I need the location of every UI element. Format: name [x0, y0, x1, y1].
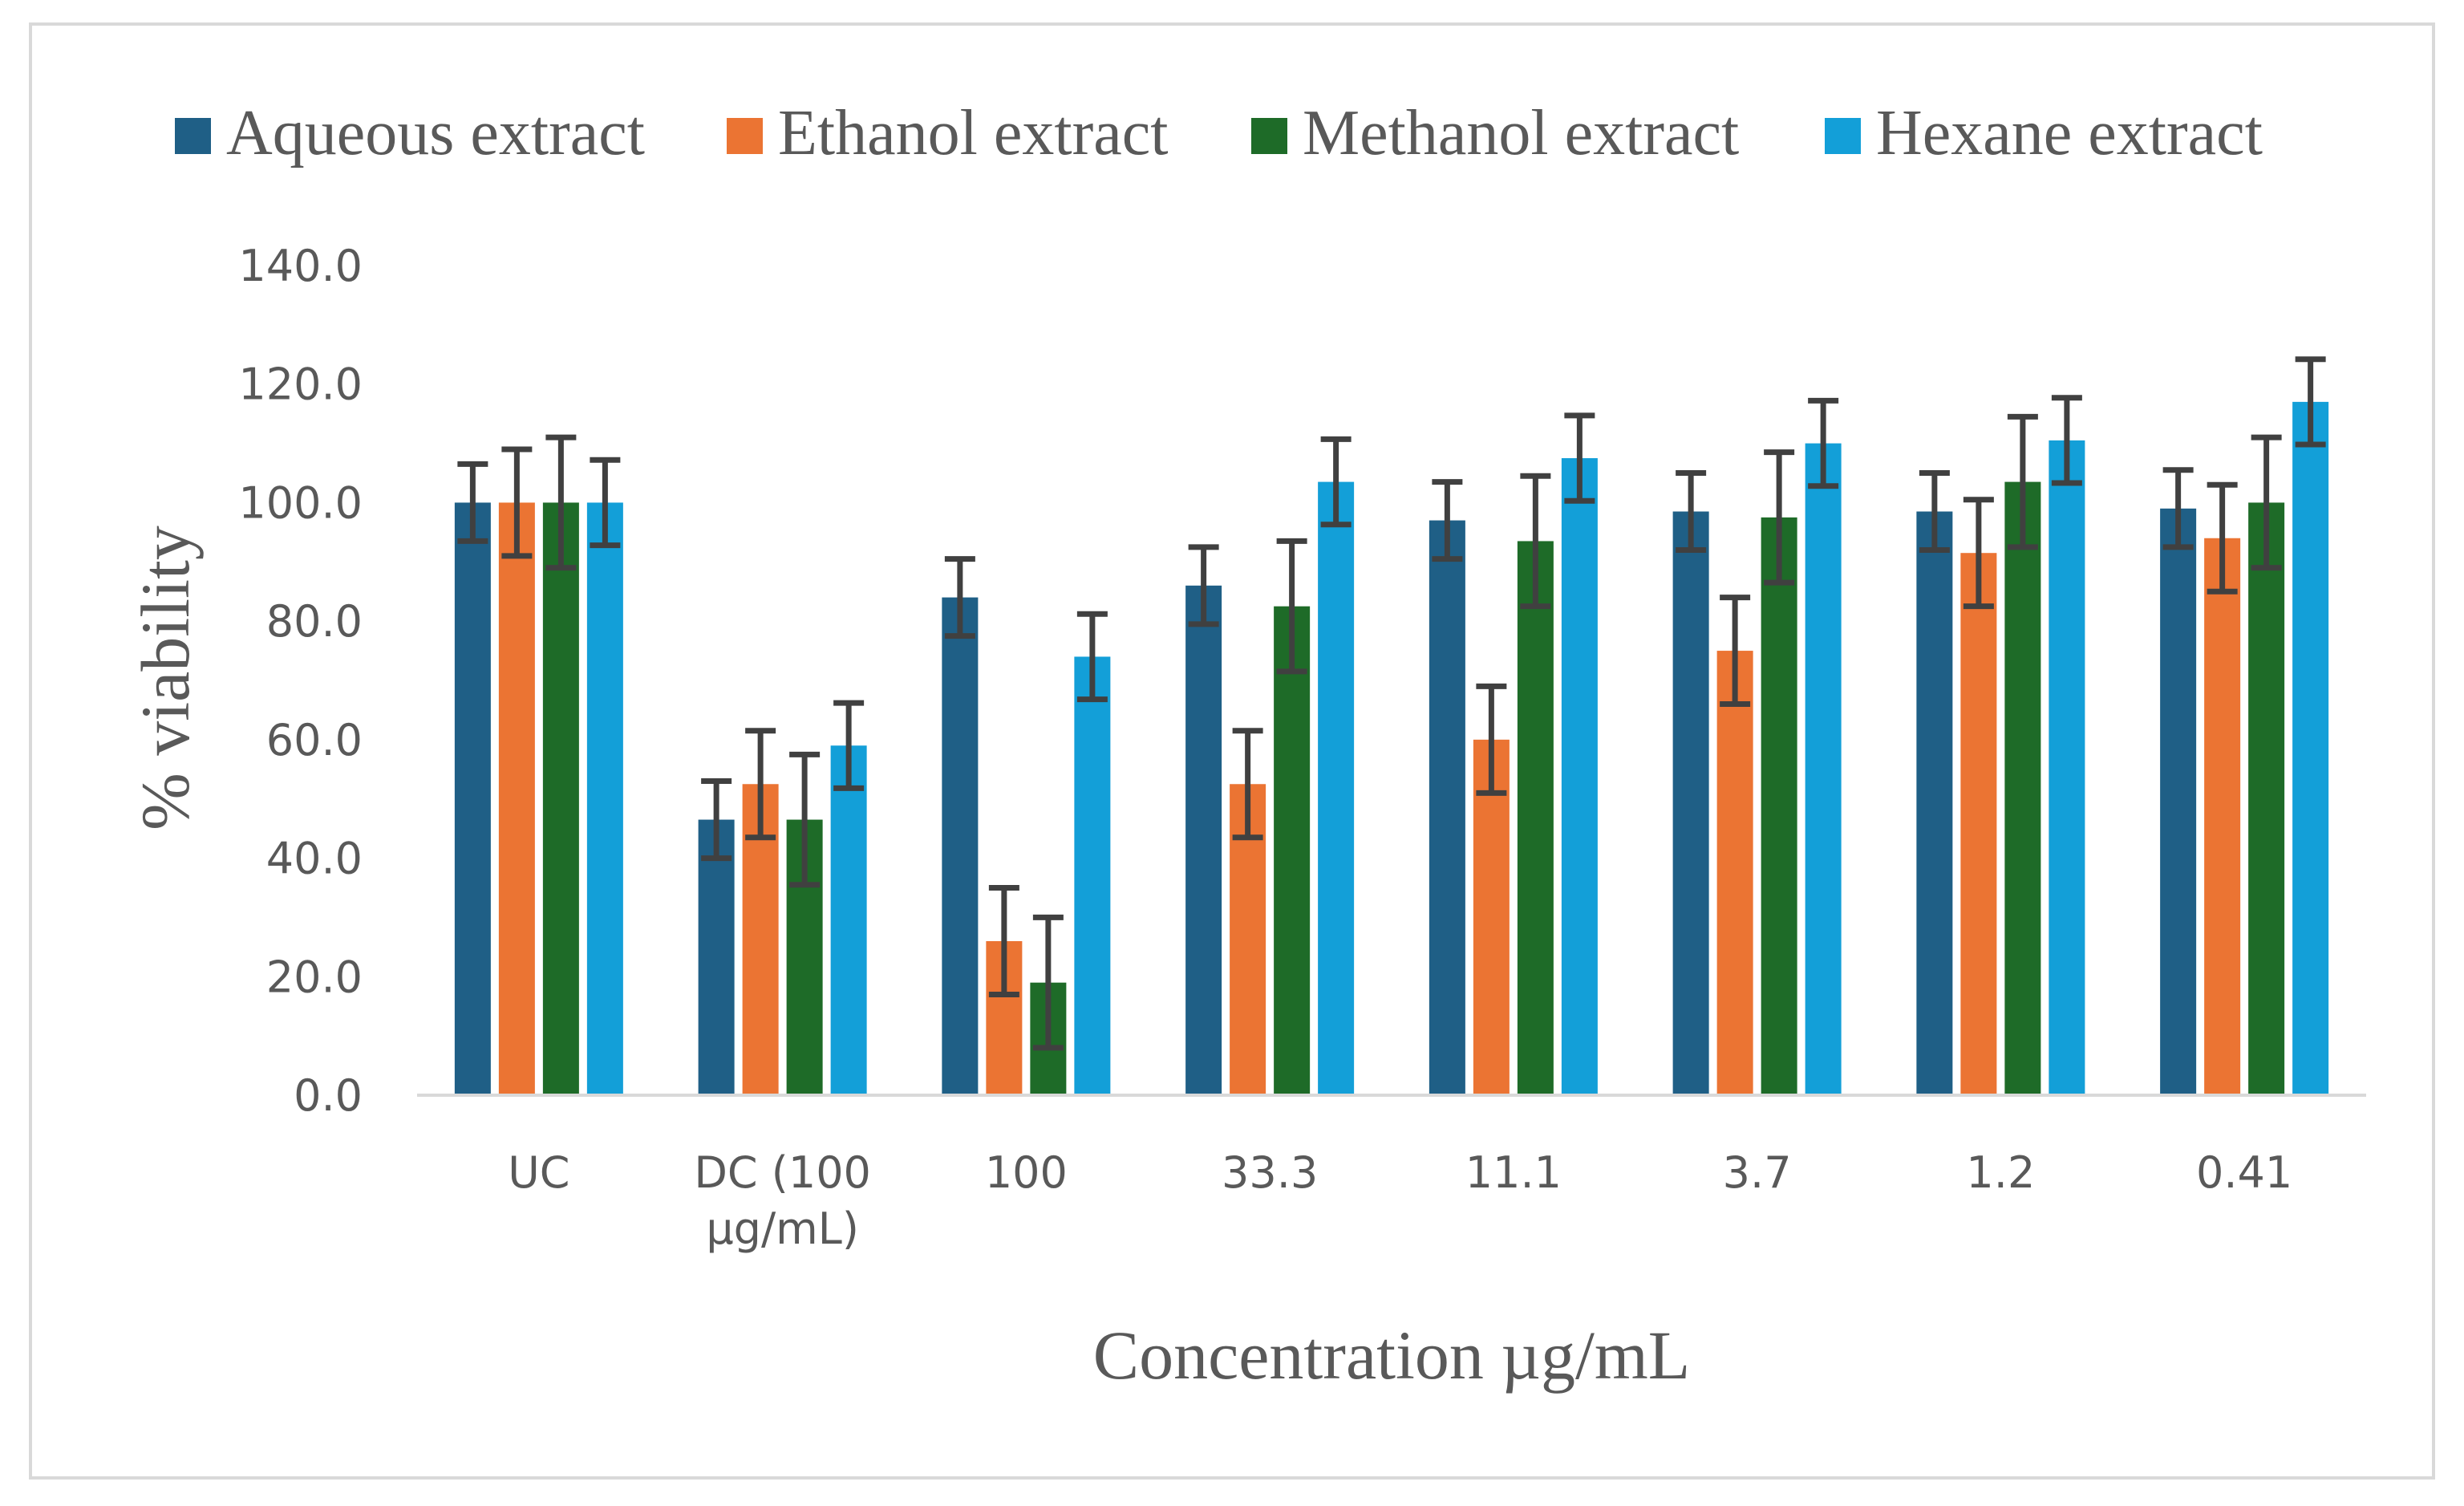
error-bar: [457, 461, 488, 544]
x-tick-label: 100: [985, 1147, 1068, 1198]
error-bar: [1320, 436, 1352, 528]
x-tick-label: UC: [508, 1147, 569, 1198]
error-bar: [1476, 683, 1507, 796]
y-tick-label: 120.0: [238, 359, 363, 410]
error-bar: [2162, 467, 2194, 550]
error-bar: [1919, 470, 1950, 554]
x-tick-label: DC (100 µg/mL): [694, 1147, 871, 1254]
bar: [1561, 458, 1598, 1095]
x-axis-ticks: UC DC (100 µg/mL) 100 33.3 11.1 3.7 1.2 0.41: [508, 1147, 2292, 1254]
legend-item: Hexane extract: [1825, 98, 2263, 168]
bar: [1716, 651, 1753, 1095]
bar: [2204, 538, 2241, 1095]
error-bar: [2007, 413, 2038, 550]
error-bar: [1232, 728, 1263, 841]
error-bar: [590, 457, 621, 549]
bar: [1916, 511, 1953, 1095]
x-tick-label: 33.3: [1222, 1147, 1318, 1198]
y-tick-label: 20.0: [266, 952, 363, 1002]
bar: [2160, 508, 2197, 1095]
error-bar: [1432, 479, 1463, 562]
bar: [1185, 585, 1222, 1095]
bar: [942, 597, 979, 1095]
bar: [1761, 517, 1797, 1095]
bar: [1074, 656, 1111, 1095]
error-bar: [745, 728, 776, 841]
y-tick-label: 80.0: [266, 596, 363, 647]
error-bar: [1720, 595, 1751, 708]
error-bar: [1032, 914, 1064, 1051]
bar: [1318, 481, 1355, 1095]
error-bar: [1808, 397, 1839, 489]
x-axis-title: Concentration µg/mL: [1093, 1317, 1691, 1394]
y-tick-label: 40.0: [266, 834, 363, 884]
bars: [454, 401, 2329, 1095]
error-bar: [833, 700, 865, 791]
error-bars: [457, 356, 2326, 1051]
error-bar: [1076, 611, 1108, 703]
bar: [1672, 511, 1709, 1095]
legend: Aqueous extract Ethanol extract Methanol e…: [175, 98, 2263, 168]
error-bar: [789, 751, 821, 888]
legend-label: Methanol extract: [1303, 98, 1739, 168]
bar: [2292, 401, 2329, 1095]
bar: [1274, 606, 1311, 1095]
bar: [498, 502, 535, 1095]
legend-label: Hexane extract: [1876, 98, 2263, 168]
bar: [1960, 553, 1997, 1095]
legend-swatch: [727, 118, 763, 154]
legend-item: Aqueous extract: [175, 98, 645, 168]
legend-item: Methanol extract: [1251, 98, 1739, 168]
legend-swatch: [1825, 118, 1861, 154]
error-bar: [2295, 356, 2326, 448]
error-bar: [701, 778, 732, 862]
error-bar: [1520, 473, 1551, 610]
error-bar: [1764, 449, 1795, 586]
y-tick-label: 100.0: [238, 477, 363, 528]
bar: [2004, 481, 2041, 1095]
error-bar: [1676, 470, 1707, 554]
bar: [454, 502, 491, 1095]
bar: [1429, 520, 1465, 1095]
error-bar: [1276, 538, 1307, 675]
legend-item: Ethanol extract: [727, 98, 1168, 168]
error-bar: [1188, 544, 1219, 627]
bar: [586, 502, 623, 1095]
x-tick-label: 11.1: [1465, 1147, 1562, 1198]
bar: [542, 502, 579, 1095]
bar: [1805, 443, 1842, 1095]
bar: [2248, 502, 2285, 1095]
error-bar: [944, 556, 975, 639]
bar: [830, 745, 867, 1095]
error-bar: [988, 885, 1019, 997]
error-bar: [545, 434, 577, 571]
y-tick-label: 0.0: [294, 1070, 363, 1121]
error-bar: [2051, 395, 2082, 486]
bar: [698, 819, 735, 1095]
error-bar: [2207, 481, 2238, 595]
legend-label: Ethanol extract: [778, 98, 1168, 168]
y-tick-label: 140.0: [238, 241, 363, 291]
legend-label: Aqueous extract: [226, 98, 645, 168]
x-tick-label: 3.7: [1723, 1147, 1792, 1198]
y-axis-ticks: 0.0 20.0 40.0 60.0 80.0 100.0 120.0 140.0: [238, 241, 363, 1121]
x-tick-label: 1.2: [1966, 1147, 2035, 1198]
y-axis-title: % viability: [127, 526, 204, 830]
error-bar: [1963, 497, 1994, 610]
bar: [2049, 440, 2085, 1095]
x-tick-label: 0.41: [2196, 1147, 2292, 1198]
bar: [1517, 541, 1554, 1095]
bar: [1473, 739, 1510, 1095]
error-bar: [2251, 434, 2282, 571]
legend-swatch: [175, 118, 211, 154]
legend-swatch: [1251, 118, 1287, 154]
error-bar: [1564, 412, 1595, 504]
error-bar: [501, 446, 533, 559]
y-tick-label: 60.0: [266, 715, 363, 765]
